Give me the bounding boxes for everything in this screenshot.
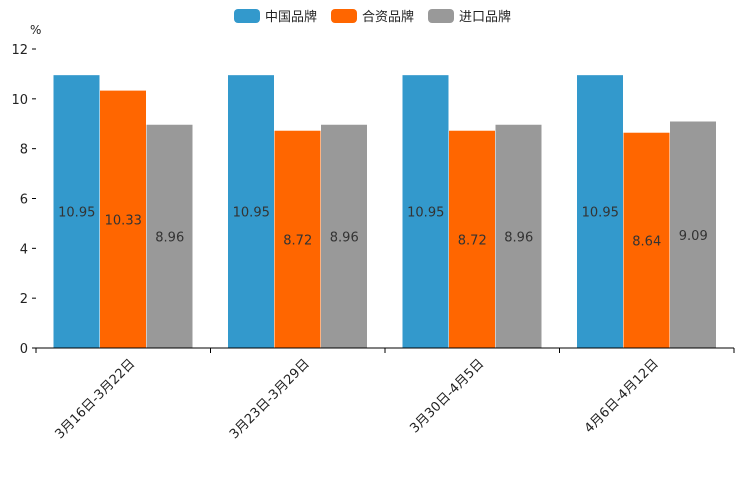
bar-value-label: 8.96 [330, 230, 359, 245]
legend-label: 中国品牌 [265, 9, 317, 25]
bar [495, 124, 542, 348]
x-axis-category-labels: 3月16日-3月22日 3月23日-3月29日 3月30日-4月5日 4月6日-4月1… [53, 356, 662, 442]
bar [146, 124, 193, 348]
bar-value-label: 10.33 [105, 213, 142, 228]
bar [449, 130, 495, 348]
bar-value-label: 10.95 [233, 206, 270, 221]
bar-value-label: 8.96 [155, 230, 184, 245]
legend-swatch [234, 9, 260, 23]
bar-value-label: 9.09 [679, 229, 708, 244]
y-tick-label: 8 [20, 143, 28, 158]
x-category-label: 3月23日-3月29日 [227, 356, 313, 442]
bar-value-label: 8.72 [283, 233, 312, 248]
bar-value-label: 8.72 [458, 233, 487, 248]
x-category-label: 3月30日-4月5日 [407, 356, 487, 436]
y-tick-label: 2 [20, 292, 28, 307]
legend-label: 合资品牌 [362, 9, 414, 25]
y-tick-label: 0 [20, 342, 28, 357]
x-axis-ticks [35, 348, 735, 353]
bar [100, 90, 146, 348]
legend-swatch [331, 9, 357, 23]
bar [321, 124, 367, 348]
bar-value-label: 10.95 [58, 206, 95, 221]
y-tick-label: 10 [11, 93, 28, 108]
legend-swatch [428, 9, 454, 23]
legend: 中国品牌 合资品牌 进口品牌 [234, 9, 511, 25]
y-axis-ticks: 0 2 4 6 8 10 12 [11, 43, 36, 357]
bar [274, 130, 321, 348]
y-tick-label: 6 [20, 193, 28, 208]
x-category-label: 3月16日-3月22日 [53, 356, 139, 442]
bar-value-label: 10.95 [582, 206, 619, 221]
bar [402, 75, 449, 348]
bar [623, 132, 670, 348]
y-tick-label: 12 [11, 43, 28, 58]
bar [228, 75, 274, 348]
data-labels: 10.95 10.33 8.96 10.95 8.72 8.96 10.95 8.72 8.96… [58, 206, 708, 250]
bar-value-label: 8.64 [632, 234, 661, 249]
x-category-label: 4月6日-4月12日 [582, 356, 662, 436]
bar [670, 121, 716, 348]
bar [577, 75, 623, 348]
bar-value-label: 10.95 [407, 206, 444, 221]
y-tick-label: 4 [20, 242, 28, 257]
bar [53, 75, 100, 348]
bars [53, 75, 716, 348]
legend-label: 进口品牌 [459, 9, 511, 25]
y-axis-unit-label: % [30, 23, 41, 37]
bar-value-label: 8.96 [504, 230, 533, 245]
